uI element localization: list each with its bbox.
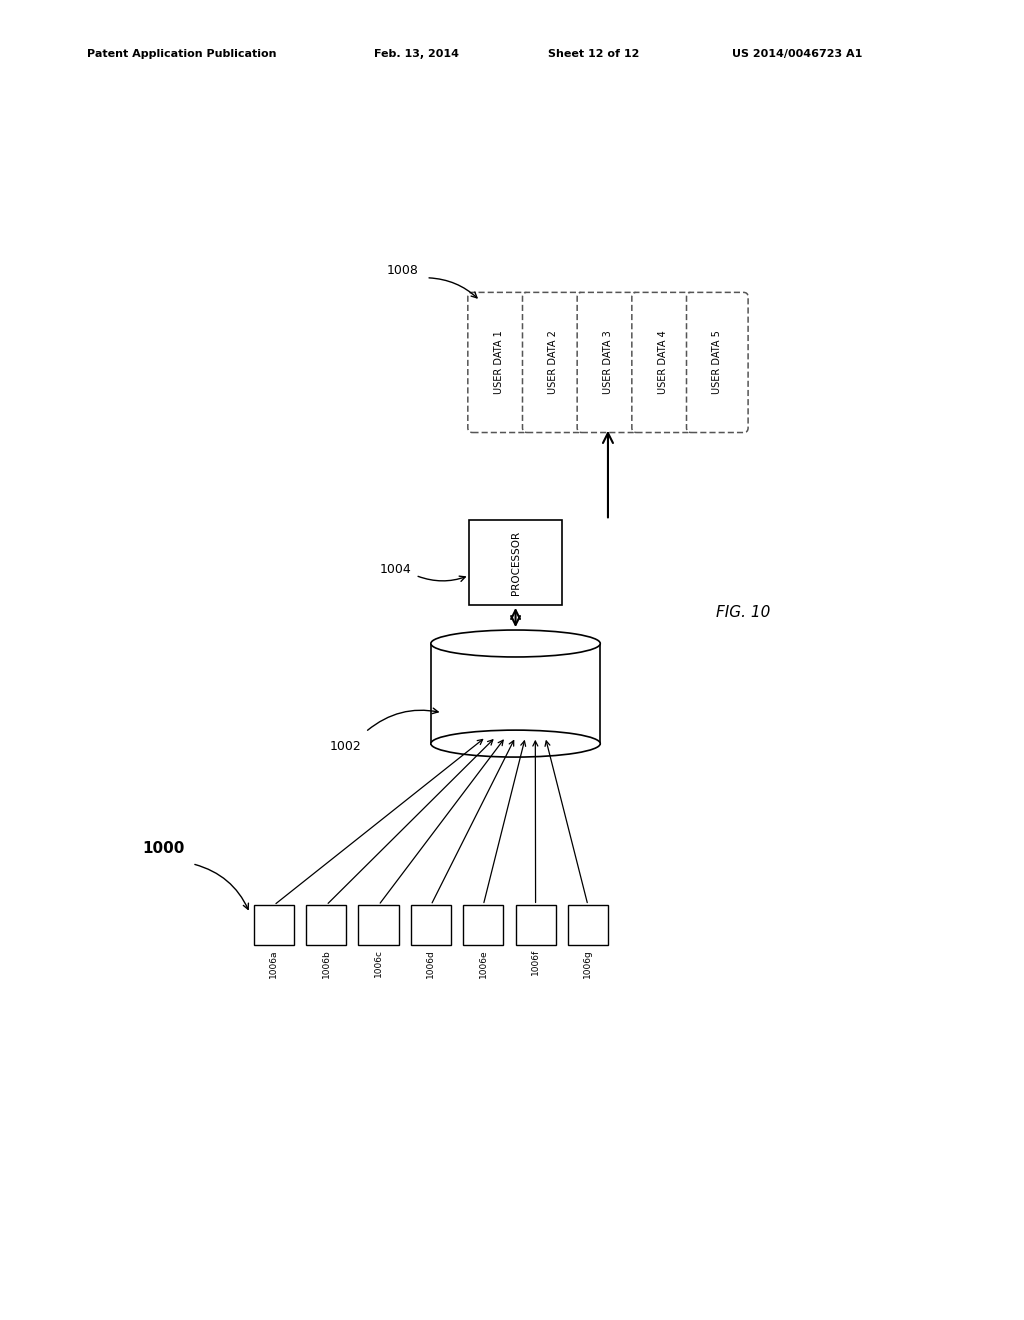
Text: 1000: 1000 [142, 841, 184, 857]
Text: 1002: 1002 [330, 739, 361, 752]
Text: 1006f: 1006f [531, 949, 540, 975]
FancyBboxPatch shape [522, 293, 584, 433]
Bar [469, 520, 562, 605]
Text: 1008: 1008 [387, 264, 419, 277]
Text: Sheet 12 of 12: Sheet 12 of 12 [548, 49, 639, 59]
Text: USER DATA 2: USER DATA 2 [548, 330, 558, 395]
FancyBboxPatch shape [686, 293, 749, 433]
Text: FIG. 10: FIG. 10 [716, 605, 770, 620]
Bar [254, 906, 294, 945]
Bar [568, 906, 608, 945]
Ellipse shape [431, 630, 600, 657]
Bar [306, 906, 346, 945]
Bar [358, 906, 398, 945]
Bar [515, 906, 556, 945]
Text: 1006e: 1006e [479, 949, 487, 978]
Text: 1006a: 1006a [269, 949, 279, 978]
Text: 1006b: 1006b [322, 949, 331, 978]
FancyBboxPatch shape [578, 293, 639, 433]
Text: USER DATA 3: USER DATA 3 [603, 330, 613, 395]
Text: 1006d: 1006d [426, 949, 435, 978]
FancyBboxPatch shape [468, 293, 529, 433]
Bar [411, 906, 451, 945]
Text: USER DATA 1: USER DATA 1 [494, 330, 504, 395]
Bar [431, 644, 600, 743]
Ellipse shape [431, 730, 600, 758]
Text: USER DATA 5: USER DATA 5 [713, 330, 722, 395]
Text: 1006c: 1006c [374, 949, 383, 977]
Bar [463, 906, 503, 945]
Text: PROCESSOR: PROCESSOR [511, 531, 520, 595]
Text: US 2014/0046723 A1: US 2014/0046723 A1 [732, 49, 862, 59]
Text: 1006g: 1006g [584, 949, 593, 978]
Text: USER DATA 4: USER DATA 4 [657, 330, 668, 395]
FancyBboxPatch shape [632, 293, 693, 433]
Text: Patent Application Publication: Patent Application Publication [87, 49, 276, 59]
Text: Feb. 13, 2014: Feb. 13, 2014 [374, 49, 459, 59]
Text: 1004: 1004 [380, 562, 412, 576]
